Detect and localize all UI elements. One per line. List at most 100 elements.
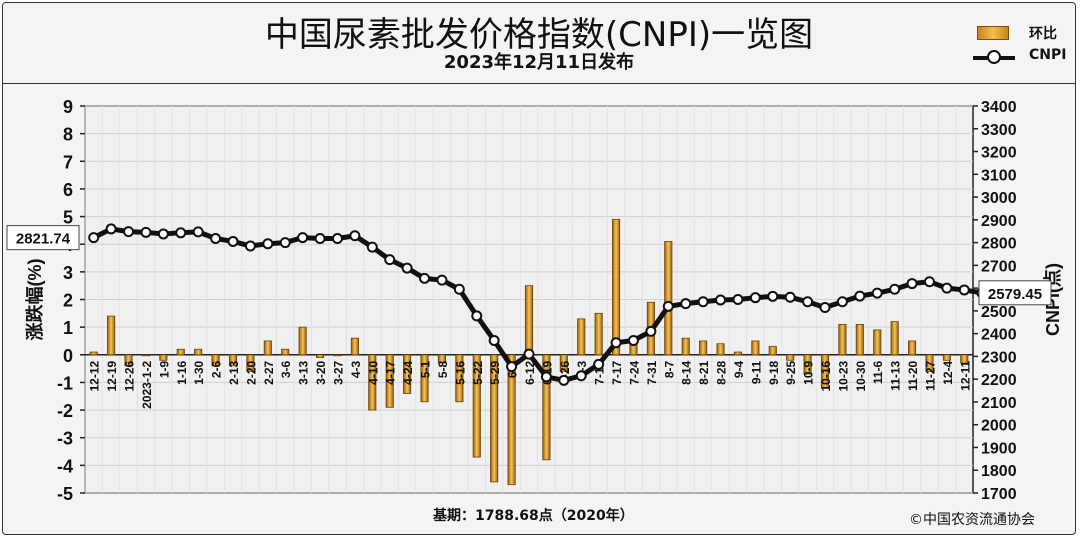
- bar: [455, 354, 464, 403]
- bar: [420, 354, 429, 403]
- category-label: 12-26: [123, 360, 137, 391]
- chart-svg: -5-4-3-2-1012345678917001800190020002100…: [6, 97, 1063, 504]
- right-tick-label: 2900: [981, 213, 1017, 230]
- callout-right-box: [978, 280, 1052, 306]
- bar: [925, 354, 934, 372]
- category-label: 10-30: [854, 360, 868, 391]
- bar: [333, 354, 342, 357]
- legend: 环比 CNPI: [973, 19, 1073, 73]
- bar: [107, 315, 116, 356]
- category-label: 1-9: [157, 360, 171, 378]
- category-label: 11-6: [871, 360, 885, 384]
- legend-bar-label: 环比: [1029, 26, 1057, 42]
- left-tick-label: 0: [63, 346, 73, 366]
- category-label: 10-16: [819, 360, 833, 391]
- bar: [838, 323, 847, 356]
- bar: [316, 354, 325, 358]
- base-period-note: 基期：1788.68点（2020年）: [433, 508, 634, 524]
- bar: [542, 354, 551, 461]
- cnpi-point: [279, 237, 291, 249]
- bar: [472, 354, 481, 458]
- bar: [263, 340, 272, 356]
- category-label: 4-17: [384, 360, 398, 384]
- category-label: 4-10: [366, 360, 380, 384]
- cnpi-point: [558, 374, 570, 386]
- cnpi-point: [889, 283, 901, 295]
- category-label: 5-16: [453, 360, 467, 384]
- category-label: 4-3: [349, 360, 363, 378]
- chart-subtitle: 2023年12月11日发布: [443, 52, 635, 73]
- category-label: 9-11: [749, 360, 763, 384]
- cnpi-point: [297, 232, 309, 244]
- right-tick-label: 2800: [981, 236, 1017, 253]
- left-axis-title: 涨跌幅(%): [24, 259, 45, 341]
- category-label: 4-24: [401, 360, 415, 384]
- bar: [820, 354, 830, 389]
- right-tick-label: 2400: [981, 327, 1017, 344]
- category-label: 12-19: [105, 360, 119, 391]
- cnpi-point: [123, 226, 135, 238]
- cnpi-point: [627, 334, 639, 346]
- right-tick-label: 2200: [981, 372, 1017, 389]
- cnpi-point: [88, 232, 100, 244]
- category-label: 11-27: [923, 360, 937, 390]
- bar: [733, 351, 742, 356]
- bar: [194, 348, 203, 356]
- bar: [228, 354, 238, 367]
- cnpi-point: [540, 371, 552, 383]
- cnpi-point: [210, 232, 222, 244]
- right-tick-label: 3300: [981, 122, 1017, 139]
- bar: [594, 312, 603, 356]
- cnpi-point: [854, 290, 866, 302]
- bar: [385, 354, 394, 408]
- cnpi-point: [331, 232, 343, 244]
- legend-bar-swatch: [977, 26, 1009, 40]
- category-label: 3-13: [297, 360, 311, 384]
- bar: [803, 354, 812, 375]
- right-tick-label: 3400: [981, 99, 1017, 116]
- bar: [768, 346, 777, 356]
- cnpi-line: [92, 226, 983, 383]
- cnpi-point: [732, 294, 744, 305]
- cnpi-point: [680, 298, 692, 310]
- callout-right-label: 2579.45: [988, 286, 1042, 303]
- bar: [577, 318, 586, 356]
- category-label: 7-31: [645, 360, 659, 384]
- cnpi-point: [593, 358, 605, 370]
- category-label: 2-6: [210, 360, 224, 378]
- cnpi-point: [175, 227, 187, 239]
- category-label: 5-1: [419, 360, 433, 378]
- bar: [890, 321, 899, 356]
- right-tick-label: 3000: [981, 190, 1017, 207]
- right-tick-label: 2000: [981, 418, 1017, 435]
- category-label: 6-12: [523, 360, 537, 384]
- bar: [786, 354, 795, 361]
- bar: [437, 354, 446, 364]
- category-label: 7-24: [627, 360, 641, 384]
- category-label: 9-18: [767, 360, 781, 384]
- right-tick-label: 1800: [981, 463, 1017, 480]
- category-label: 3-6: [279, 360, 293, 378]
- cnpi-point: [784, 291, 796, 303]
- cnpi-point: [819, 301, 831, 313]
- cnpi-point: [401, 262, 413, 274]
- legend-dot-icon: [987, 50, 1001, 64]
- cnpi-point: [157, 228, 169, 240]
- bar: [281, 348, 290, 356]
- bar: [246, 354, 255, 372]
- bar: [942, 354, 951, 361]
- bar: [159, 354, 168, 361]
- cnpi-point: [419, 272, 431, 284]
- bar: [403, 354, 412, 394]
- category-label: 11-20: [906, 360, 920, 390]
- right-tick-label: 2300: [981, 349, 1017, 366]
- category-label: 5-29: [488, 360, 502, 384]
- category-label: 2023-1-2: [140, 360, 154, 408]
- left-tick-label: 2: [63, 291, 73, 311]
- chart-title: 中国尿素批发价格指数(CNPI)一览图: [264, 15, 814, 55]
- cnpi-point: [471, 310, 483, 322]
- bar: [873, 329, 882, 356]
- category-label: 1-30: [192, 360, 206, 384]
- callout-left-label: 2821.74: [16, 231, 71, 248]
